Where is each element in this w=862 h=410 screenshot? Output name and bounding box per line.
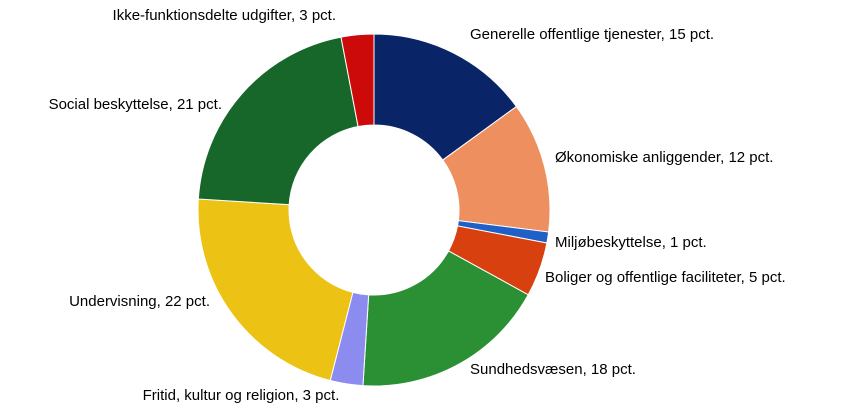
segment-label: Økonomiske anliggender, 12 pct.: [555, 149, 773, 166]
segment-label: Sundhedsvæsen, 18 pct.: [470, 361, 636, 378]
donut-segment: [362, 250, 529, 387]
donut-segment: [373, 33, 518, 161]
donut-segment: [197, 36, 359, 206]
segment-label: Generelle offentlige tjenester, 15 pct.: [470, 26, 714, 43]
segment-label: Fritid, kultur og religion, 3 pct.: [143, 387, 340, 404]
segment-label: Undervisning, 22 pct.: [69, 293, 210, 310]
donut-segment: [197, 198, 354, 382]
segment-label: Social beskyttelse, 21 pct.: [49, 96, 222, 113]
segment-label: Miljøbeskyttelse, 1 pct.: [555, 234, 707, 251]
segment-label: Ikke-funktionsdelte udgifter, 3 pct.: [113, 7, 336, 24]
segment-label: Boliger og offentlige faciliteter, 5 pct…: [545, 269, 786, 286]
donut-segment: [340, 33, 375, 128]
